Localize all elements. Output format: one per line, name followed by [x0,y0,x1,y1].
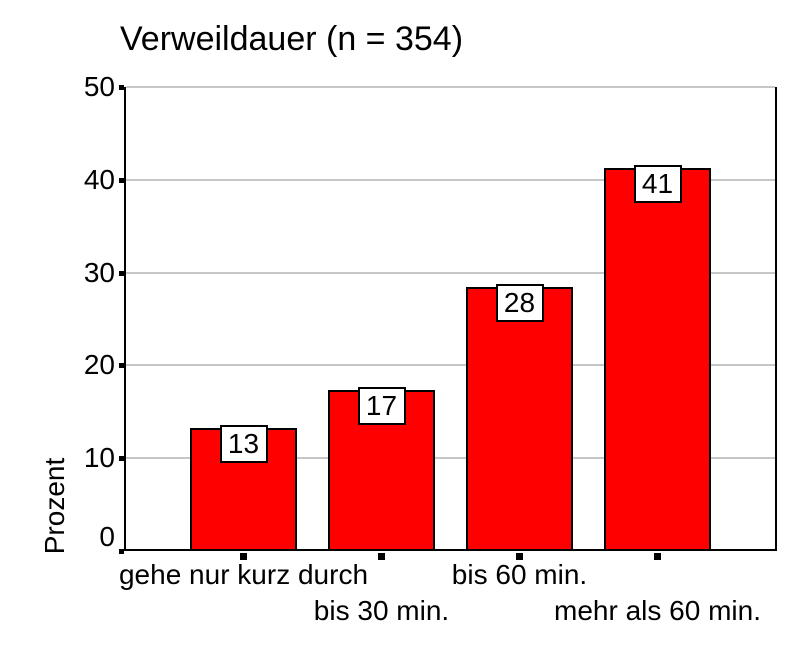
x-axis-line [124,549,777,551]
bar [190,427,297,551]
bar-value-label: 41 [633,164,682,203]
gridline [126,178,775,181]
y-axis-tick [119,456,124,462]
bar-value-label: 28 [495,284,544,323]
gridline [126,271,775,274]
y-axis-tick [119,549,124,554]
y-axis-tick [119,85,124,90]
y-axis-tick [119,270,124,276]
gridline [126,457,775,460]
y-axis-title: Prozent [39,457,70,555]
bar [466,287,573,551]
right-frame-line [775,87,777,551]
y-axis-tick-label: 0 [99,521,115,552]
y-axis-tick [119,363,124,369]
y-axis-tick-label: 30 [83,256,115,288]
chart-title: Verweildauer (n = 354) [120,20,464,58]
x-axis-category-label: bis 60 min. [451,559,588,590]
y-axis-tick-label: 10 [83,442,115,474]
y-axis-tick-label: 20 [83,349,115,381]
bar-value-label: 17 [357,387,406,426]
bar-value-label: 13 [219,424,268,463]
y-axis-line [124,87,126,551]
bar [604,167,711,551]
x-axis-tick [378,553,385,560]
x-axis-category-label: gehe nur kurz durch [118,559,369,590]
x-axis-tick [654,553,661,560]
plot-area: 0 10 20 30 40 50 13 gehe nur kurz durch 17 bis 30… [84,73,777,625]
x-axis-category-label: mehr als 60 min. [554,595,761,626]
y-axis-tick [119,177,124,183]
bar [328,390,435,551]
y-axis-tick-label: 50 [83,71,115,102]
x-axis-tick [240,553,247,560]
gridline [126,364,775,367]
y-axis-tick-label: 40 [83,163,115,195]
x-axis-category-label: bis 30 min. [313,595,450,626]
gridline [126,86,775,88]
x-axis-tick [516,553,523,560]
